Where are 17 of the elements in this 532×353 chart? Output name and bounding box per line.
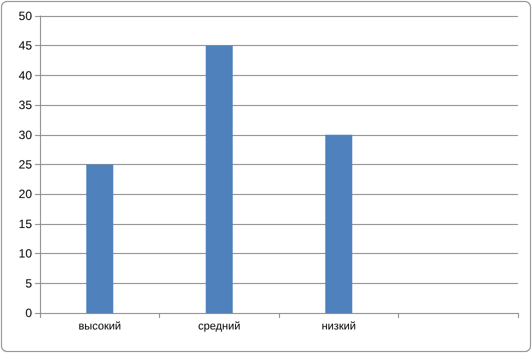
y-tick-label: 50 bbox=[18, 9, 32, 23]
bar bbox=[86, 164, 114, 313]
x-tick-label: низкий bbox=[322, 320, 356, 332]
bar bbox=[325, 134, 352, 313]
y-tick-label: 5 bbox=[25, 276, 32, 290]
y-tick-label: 25 bbox=[18, 158, 32, 172]
y-tick-label: 10 bbox=[18, 246, 32, 261]
y-tick-label: 30 bbox=[18, 128, 32, 142]
y-tick-label: 20 bbox=[18, 187, 32, 202]
y-tick-label: 35 bbox=[18, 98, 32, 112]
y-tick-label: 15 bbox=[18, 216, 32, 231]
y-tick-label: 40 bbox=[18, 68, 32, 82]
x-tick-label: высокий bbox=[78, 320, 122, 332]
x-tick-label: средний bbox=[198, 320, 240, 332]
y-tick-label: 0 bbox=[25, 306, 32, 320]
y-tick-label: 45 bbox=[18, 38, 32, 53]
bar bbox=[206, 46, 233, 313]
